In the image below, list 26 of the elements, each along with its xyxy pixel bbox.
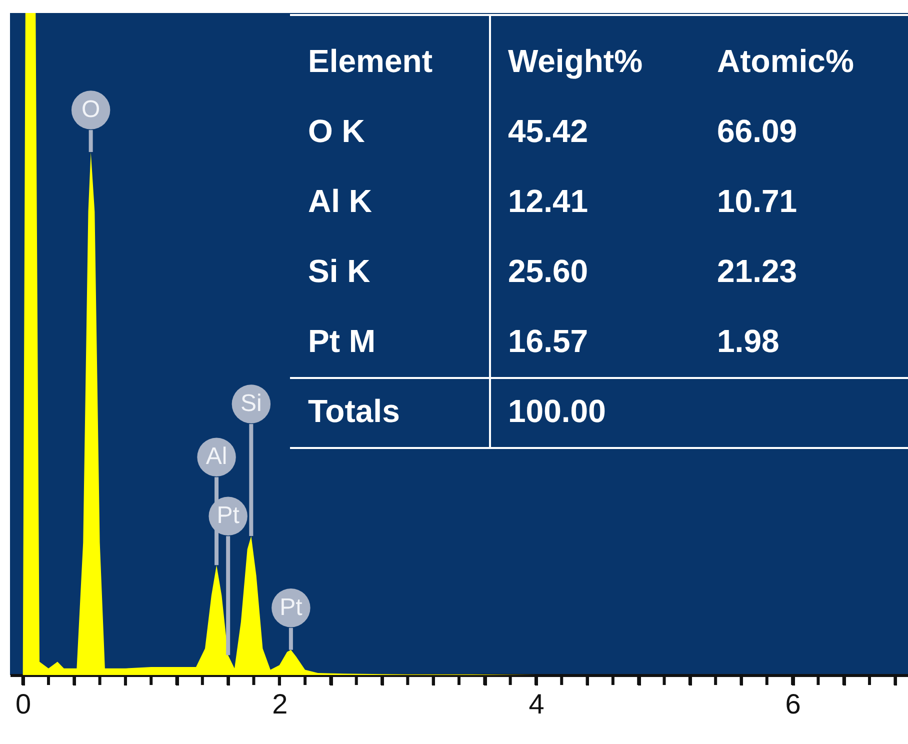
annotation: 10.71 [717,183,798,219]
x-tick-label: 6 [785,688,801,720]
annotation: 100.00 [508,393,606,429]
annotation: 16.57 [508,323,588,359]
annotation: 66.09 [717,113,798,149]
annotation: Weight% [508,43,643,79]
x-tick-label: 4 [528,688,544,720]
annotation: 25.60 [508,253,588,289]
annotation: O [81,96,100,124]
annotation: 45.42 [508,113,588,149]
annotation: Totals [308,393,400,429]
annotation: 21.23 [717,253,798,289]
annotation: Si [240,390,262,417]
x-tick-label: 2 [272,688,288,720]
annotation: O K [308,113,365,149]
annotation: Atomic% [717,43,854,79]
annotation: Al [206,443,228,470]
annotation: Pt [280,594,303,621]
annotation: Si K [308,253,370,289]
annotation: Al K [308,183,372,219]
annotation: Pt M [308,323,376,359]
annotation: Element [308,43,433,79]
annotation: Pt [216,502,240,530]
x-tick-label: 0 [16,688,32,720]
annotation: 12.41 [508,183,588,219]
annotation: 1.98 [717,323,780,359]
